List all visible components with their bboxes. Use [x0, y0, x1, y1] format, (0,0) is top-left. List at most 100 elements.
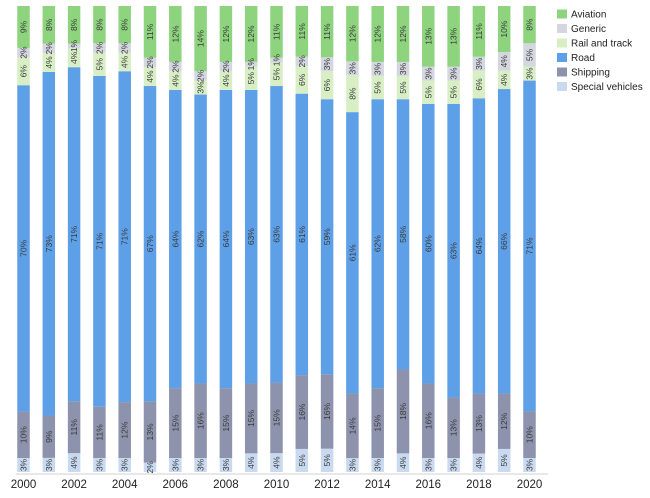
data-label-shipping-2002: 11%	[69, 419, 79, 436]
x-tick-label-2018: 2018	[466, 479, 492, 491]
bar-aviation-2008	[219, 6, 233, 62]
data-label-generic-2013: 3%	[347, 62, 357, 75]
data-label-generic-2009: 1%	[246, 58, 256, 71]
bar-shipping-2018	[472, 393, 486, 454]
bar-shipping-2000	[17, 411, 30, 459]
bar-rail-and-track-2010	[270, 62, 283, 87]
bar-special-vehicles-2020	[523, 458, 536, 472]
bar-stacks	[17, 6, 536, 472]
bar-special-vehicles-2006	[169, 458, 182, 472]
data-label-generic-2006: 2%	[170, 60, 180, 73]
data-label-rail-and-track-2010: 5%	[272, 68, 282, 81]
bar-special-vehicles-2010	[270, 453, 283, 472]
bar-road-2004	[118, 71, 131, 403]
x-tick-label-2004: 2004	[112, 479, 138, 491]
bar-special-vehicles-2005	[143, 462, 157, 472]
data-label-shipping-2001: 9%	[44, 430, 54, 443]
data-label-rail-and-track-2019: 4%	[499, 73, 509, 86]
data-label-generic-2011: 2%	[297, 55, 307, 68]
data-label-aviation-2015: 12%	[398, 25, 408, 42]
bar-shipping-2012	[320, 374, 334, 449]
data-label-special-vehicles-2008: 3%	[221, 458, 231, 471]
data-label-aviation-2002: 8%	[69, 18, 79, 31]
bar-road-2010	[270, 86, 283, 383]
data-label-special-vehicles-2013: 3%	[347, 459, 357, 472]
legend-label-road: Road	[571, 53, 595, 64]
data-label-aviation-2006: 12%	[170, 25, 180, 42]
data-label-generic-2005: 2%	[145, 56, 155, 69]
bar-road-2015	[396, 99, 410, 370]
data-label-road-2020: 71%	[525, 237, 535, 254]
bar-road-2019	[497, 89, 511, 394]
bar-generic-2007	[194, 71, 207, 81]
data-label-road-2002: 71%	[69, 225, 79, 242]
bar-road-2001	[42, 71, 56, 416]
data-label-rail-and-track-2006: 4%	[170, 74, 180, 87]
data-label-road-2017: 63%	[449, 242, 459, 259]
data-label-aviation-2009: 12%	[246, 25, 256, 42]
bar-rail-and-track-2020	[523, 66, 536, 81]
data-label-generic-2003: 2%	[94, 41, 104, 54]
bar-aviation-2013	[346, 6, 359, 62]
data-label-shipping-2000: 10%	[19, 426, 29, 443]
bar-aviation-2000	[17, 6, 30, 48]
data-label-aviation-2003: 8%	[94, 18, 104, 31]
data-label-special-vehicles-2010: 4%	[272, 456, 282, 469]
bar-road-2016	[422, 103, 435, 384]
bar-special-vehicles-2016	[422, 458, 435, 472]
data-label-road-2008: 64%	[221, 230, 231, 247]
x-tick-label-2012: 2012	[314, 479, 340, 491]
legend: Aviation Generic Rail and track Road Shippin…	[557, 9, 643, 93]
legend-swatch-rail-and-track	[557, 38, 567, 48]
legend-label-special-vehicles: Special vehicles	[571, 82, 643, 93]
bar-aviation-2004	[118, 6, 131, 44]
bar-road-2017	[447, 103, 460, 398]
bar-rail-and-track-2004	[118, 52, 131, 72]
data-label-shipping-2012: 16%	[322, 402, 332, 419]
data-label-rail-and-track-2011: 6%	[297, 73, 307, 86]
data-label-rail-and-track-2020: 3%	[525, 67, 535, 80]
data-label-generic-2016: 3%	[423, 67, 433, 80]
data-label-special-vehicles-2014: 3%	[373, 458, 383, 471]
data-label-rail-and-track-2005: 4%	[145, 70, 155, 83]
data-label-road-2016: 60%	[423, 235, 433, 252]
data-label-special-vehicles-2000: 3%	[19, 458, 29, 471]
bar-rail-and-track-2018	[472, 70, 486, 99]
bar-shipping-2008	[219, 388, 233, 459]
bar-shipping-2019	[497, 393, 511, 449]
data-label-special-vehicles-2017: 3%	[449, 458, 459, 471]
bar-special-vehicles-2003	[93, 458, 106, 472]
data-label-special-vehicles-2016: 3%	[423, 458, 433, 471]
data-label-generic-2019: 4%	[499, 55, 509, 68]
data-label-aviation-2005: 11%	[145, 23, 155, 40]
bar-aviation-2012	[320, 6, 334, 58]
data-label-aviation-2017: 13%	[449, 27, 459, 44]
x-tick-label-2016: 2016	[416, 479, 442, 491]
data-label-aviation-2019: 10%	[499, 20, 509, 37]
bar-shipping-2004	[118, 402, 131, 459]
data-label-aviation-2000: 9%	[19, 20, 29, 33]
bar-shipping-2017	[447, 397, 460, 459]
data-label-generic-2004: 2%	[120, 41, 130, 54]
data-label-shipping-2005: 13%	[145, 423, 155, 440]
data-label-rail-and-track-2016: 5%	[423, 86, 433, 99]
bar-generic-2001	[42, 43, 56, 54]
bar-generic-2004	[118, 43, 131, 53]
bar-rail-and-track-2017	[447, 80, 460, 104]
bar-rail-and-track-2011	[295, 65, 309, 94]
bar-road-2013	[346, 112, 359, 394]
data-label-rail-and-track-2017: 5%	[449, 86, 459, 99]
bar-rail-and-track-2013	[346, 75, 359, 113]
data-label-special-vehicles-2020: 3%	[525, 458, 535, 471]
data-label-rail-and-track-2003: 5%	[94, 58, 104, 71]
data-label-rail-and-track-2001: 4%	[44, 56, 54, 69]
bar-generic-2002	[67, 43, 81, 49]
bar-special-vehicles-2012	[320, 448, 334, 472]
data-label-special-vehicles-2011: 5%	[297, 454, 307, 467]
bar-special-vehicles-2013	[346, 458, 359, 472]
data-label-shipping-2017: 13%	[449, 419, 459, 436]
x-tick-label-2014: 2014	[365, 479, 391, 491]
x-tick-label-2000: 2000	[11, 479, 37, 491]
bar-rail-and-track-2007	[194, 80, 207, 95]
bar-rail-and-track-2009	[244, 66, 258, 90]
